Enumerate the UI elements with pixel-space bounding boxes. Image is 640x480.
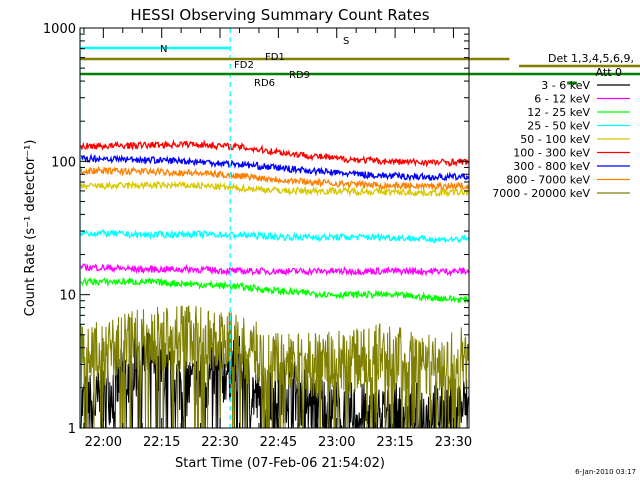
legend-label-6-12-kev: 6 - 12 keV [534,93,590,106]
y-tick-label-0: 1 [68,422,76,437]
x-tick-label-0: 22:00 [85,435,122,450]
y-tick-label-3: 1000 [43,22,76,37]
flag-label-fd1: FD1 [265,52,285,63]
flag-label-rd9: RD9 [289,70,310,81]
legend-label-800-7000-kev: 800 - 7000 keV [506,174,590,187]
legend-label-3-6-kev: 3 - 6 keV [541,79,590,92]
series-line-300-800-kev-seg1 [80,153,469,183]
footer-date: 6-Jan-2010 03:17 [575,468,636,476]
y-axis-label: Count Rate (s⁻¹ detector⁻¹) [23,140,38,317]
legend-label-100-300-kev: 100 - 300 keV [513,147,590,160]
series-line-25-50-kev-seg1 [80,228,469,244]
x-axis-label: Start Time (07-Feb-06 21:54:02) [175,456,385,471]
plot-area: N S FD1 FD2 RD9 RD6 1 10 100 1000 22:00 22:15 22:30 2… [43,22,640,450]
legend-label-25-50-kev: 25 - 50 keV [527,120,590,133]
legend-header-attenuator: Att 0 [596,66,622,79]
chart-title: HESSI Observing Summary Count Rates [130,6,429,24]
flag-label-n: N [160,44,167,55]
x-tick-label-5: 23:15 [376,435,413,450]
flag-label-s: S [343,36,349,47]
plot-frame [79,27,470,429]
y-tick-label-1: 10 [59,289,76,304]
series-line-50-100-kev-seg1 [80,180,469,198]
series-group [80,28,469,428]
x-tick-label-3: 22:45 [260,435,297,450]
series-line-100-300-kev-seg1 [80,138,469,168]
series-line-12-25-kev-seg1 [80,276,469,305]
legend-label-50-100-kev: 50 - 100 keV [520,133,590,146]
flag-label-rd6: RD6 [254,78,275,89]
legend-label-300-800-kev: 300 - 800 keV [513,160,590,173]
x-tick-label-1: 22:15 [143,435,180,450]
legend-label-12-25-kev: 12 - 25 keV [527,106,590,119]
series-line-7000-20000-kev-seg1 [80,305,469,428]
legend-label-7000-20000-kev: 7000 - 20000 keV [492,187,590,200]
legend-header-detectors: Det 1,3,4,5,6,9, [548,52,634,65]
x-tick-label-4: 23:00 [318,435,355,450]
y-tick-label-2: 100 [51,155,76,170]
flag-label-fd2: FD2 [234,60,254,71]
series-line-800-7000-kev-seg1 [80,165,469,192]
series-line-6-12-kev-seg1 [80,263,469,277]
x-tick-label-2: 22:30 [201,435,238,450]
x-tick-label-6: 23:30 [435,435,472,450]
